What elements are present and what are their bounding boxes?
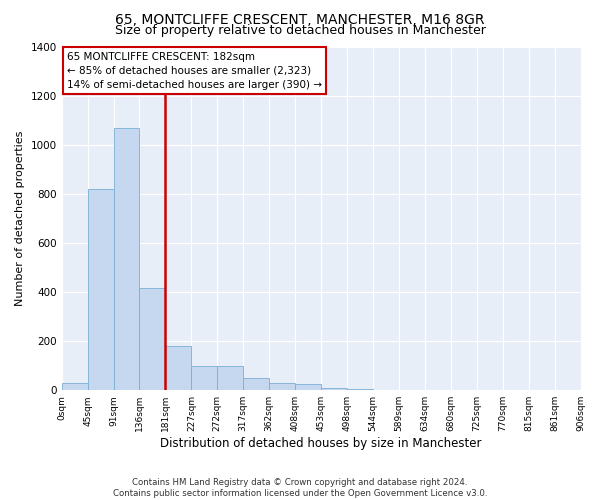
Y-axis label: Number of detached properties: Number of detached properties [15, 130, 25, 306]
Text: Contains HM Land Registry data © Crown copyright and database right 2024.
Contai: Contains HM Land Registry data © Crown c… [113, 478, 487, 498]
Bar [139, 288, 166, 390]
Bar [88, 189, 113, 390]
Bar [347, 389, 373, 390]
Text: 65 MONTCLIFFE CRESCENT: 182sqm
← 85% of detached houses are smaller (2,323)
14% : 65 MONTCLIFFE CRESCENT: 182sqm ← 85% of … [67, 52, 322, 90]
Bar [321, 388, 347, 390]
Bar [269, 383, 295, 390]
Text: 65, MONTCLIFFE CRESCENT, MANCHESTER, M16 8GR: 65, MONTCLIFFE CRESCENT, MANCHESTER, M16… [115, 12, 485, 26]
Bar [191, 366, 217, 390]
Bar [166, 346, 191, 390]
Bar [113, 128, 139, 390]
Bar [62, 383, 88, 390]
Bar [295, 384, 321, 390]
Bar [217, 366, 243, 390]
Text: Size of property relative to detached houses in Manchester: Size of property relative to detached ho… [115, 24, 485, 37]
X-axis label: Distribution of detached houses by size in Manchester: Distribution of detached houses by size … [160, 437, 482, 450]
Bar [243, 378, 269, 390]
